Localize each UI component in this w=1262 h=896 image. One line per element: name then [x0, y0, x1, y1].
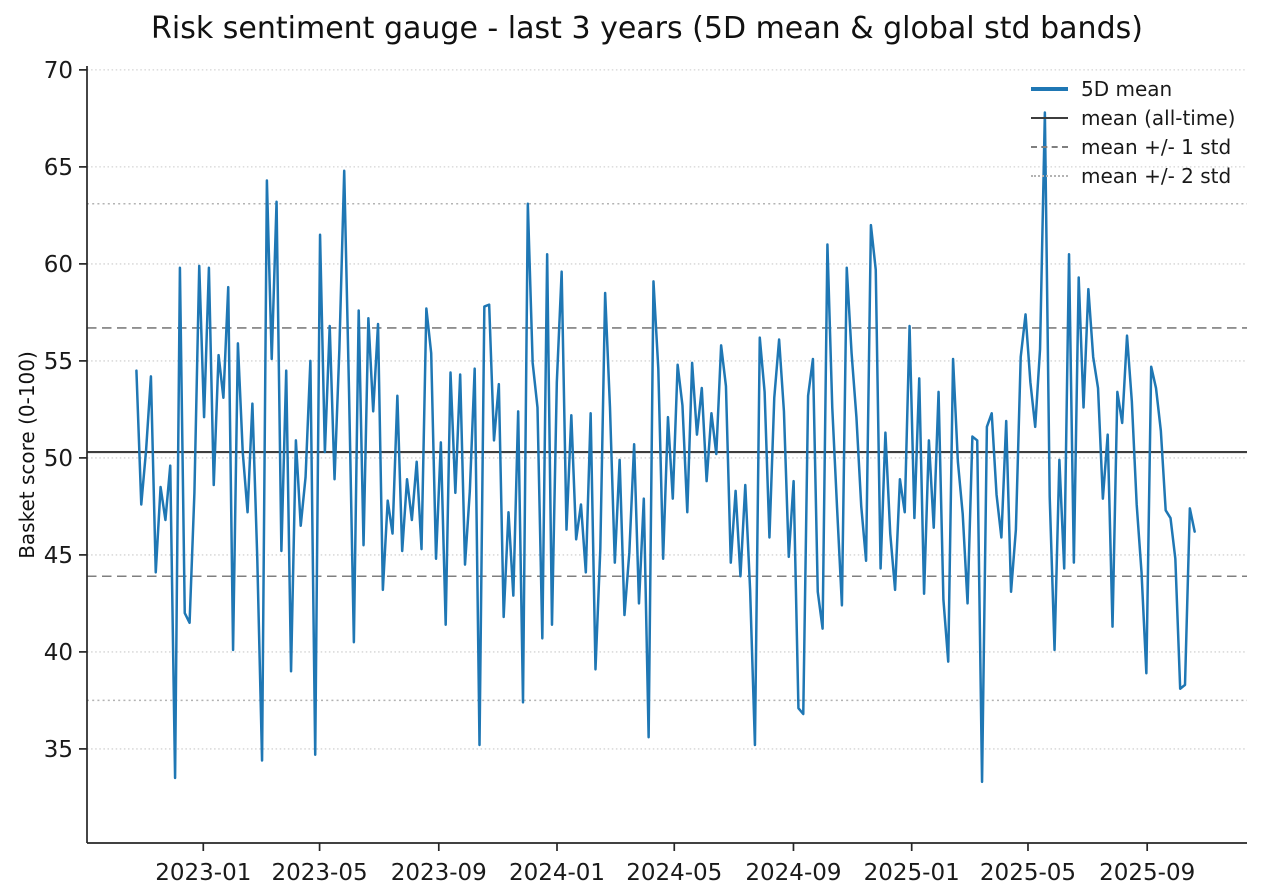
legend-item-0: 5D mean	[1031, 74, 1235, 103]
chart-title: Risk sentiment gauge - last 3 years (5D …	[151, 11, 1143, 46]
x-tick-label-2023-09: 2023-09	[391, 860, 487, 886]
x-tick-label-2024-09: 2024-09	[745, 860, 841, 886]
y-tick-label-45: 45	[44, 543, 73, 569]
x-tick-label-2025-01: 2025-01	[864, 860, 960, 886]
x-tick-label-2025-09: 2025-09	[1099, 860, 1195, 886]
y-tick-label-40: 40	[44, 640, 73, 666]
legend-label: mean +/- 2 std	[1081, 163, 1232, 188]
y-tick-label-55: 55	[44, 349, 73, 375]
legend-swatch-dashed	[1031, 145, 1068, 148]
x-tick-label-2024-01: 2024-01	[509, 860, 605, 886]
series-5d-mean	[135, 111, 1196, 784]
legend-label: mean (all-time)	[1081, 105, 1236, 130]
legend-swatch-solid	[1031, 116, 1068, 119]
x-tick-label-2023-01: 2023-01	[155, 860, 251, 886]
legend-item-3: mean +/- 2 std	[1031, 161, 1235, 190]
y-tick-label-70: 70	[44, 58, 73, 84]
y-tick-label-50: 50	[44, 446, 73, 472]
y-tick-label-65: 65	[44, 155, 73, 181]
legend-label: mean +/- 1 std	[1081, 134, 1232, 159]
x-tick-label-2023-05: 2023-05	[272, 860, 368, 886]
x-tick-label-2025-05: 2025-05	[980, 860, 1076, 886]
legend-label: 5D mean	[1081, 76, 1173, 101]
legend-item-1: mean (all-time)	[1031, 103, 1235, 132]
y-tick-label-35: 35	[44, 737, 73, 763]
legend-swatch-dotted	[1031, 174, 1068, 177]
legend-swatch-solid-thick	[1031, 86, 1068, 91]
legend-item-2: mean +/- 1 std	[1031, 132, 1235, 161]
y-tick-label-60: 60	[44, 252, 73, 278]
legend: 5D mean mean (all-time) mean +/- 1 std mean…	[1031, 74, 1235, 190]
x-tick-label-2024-05: 2024-05	[626, 860, 722, 886]
